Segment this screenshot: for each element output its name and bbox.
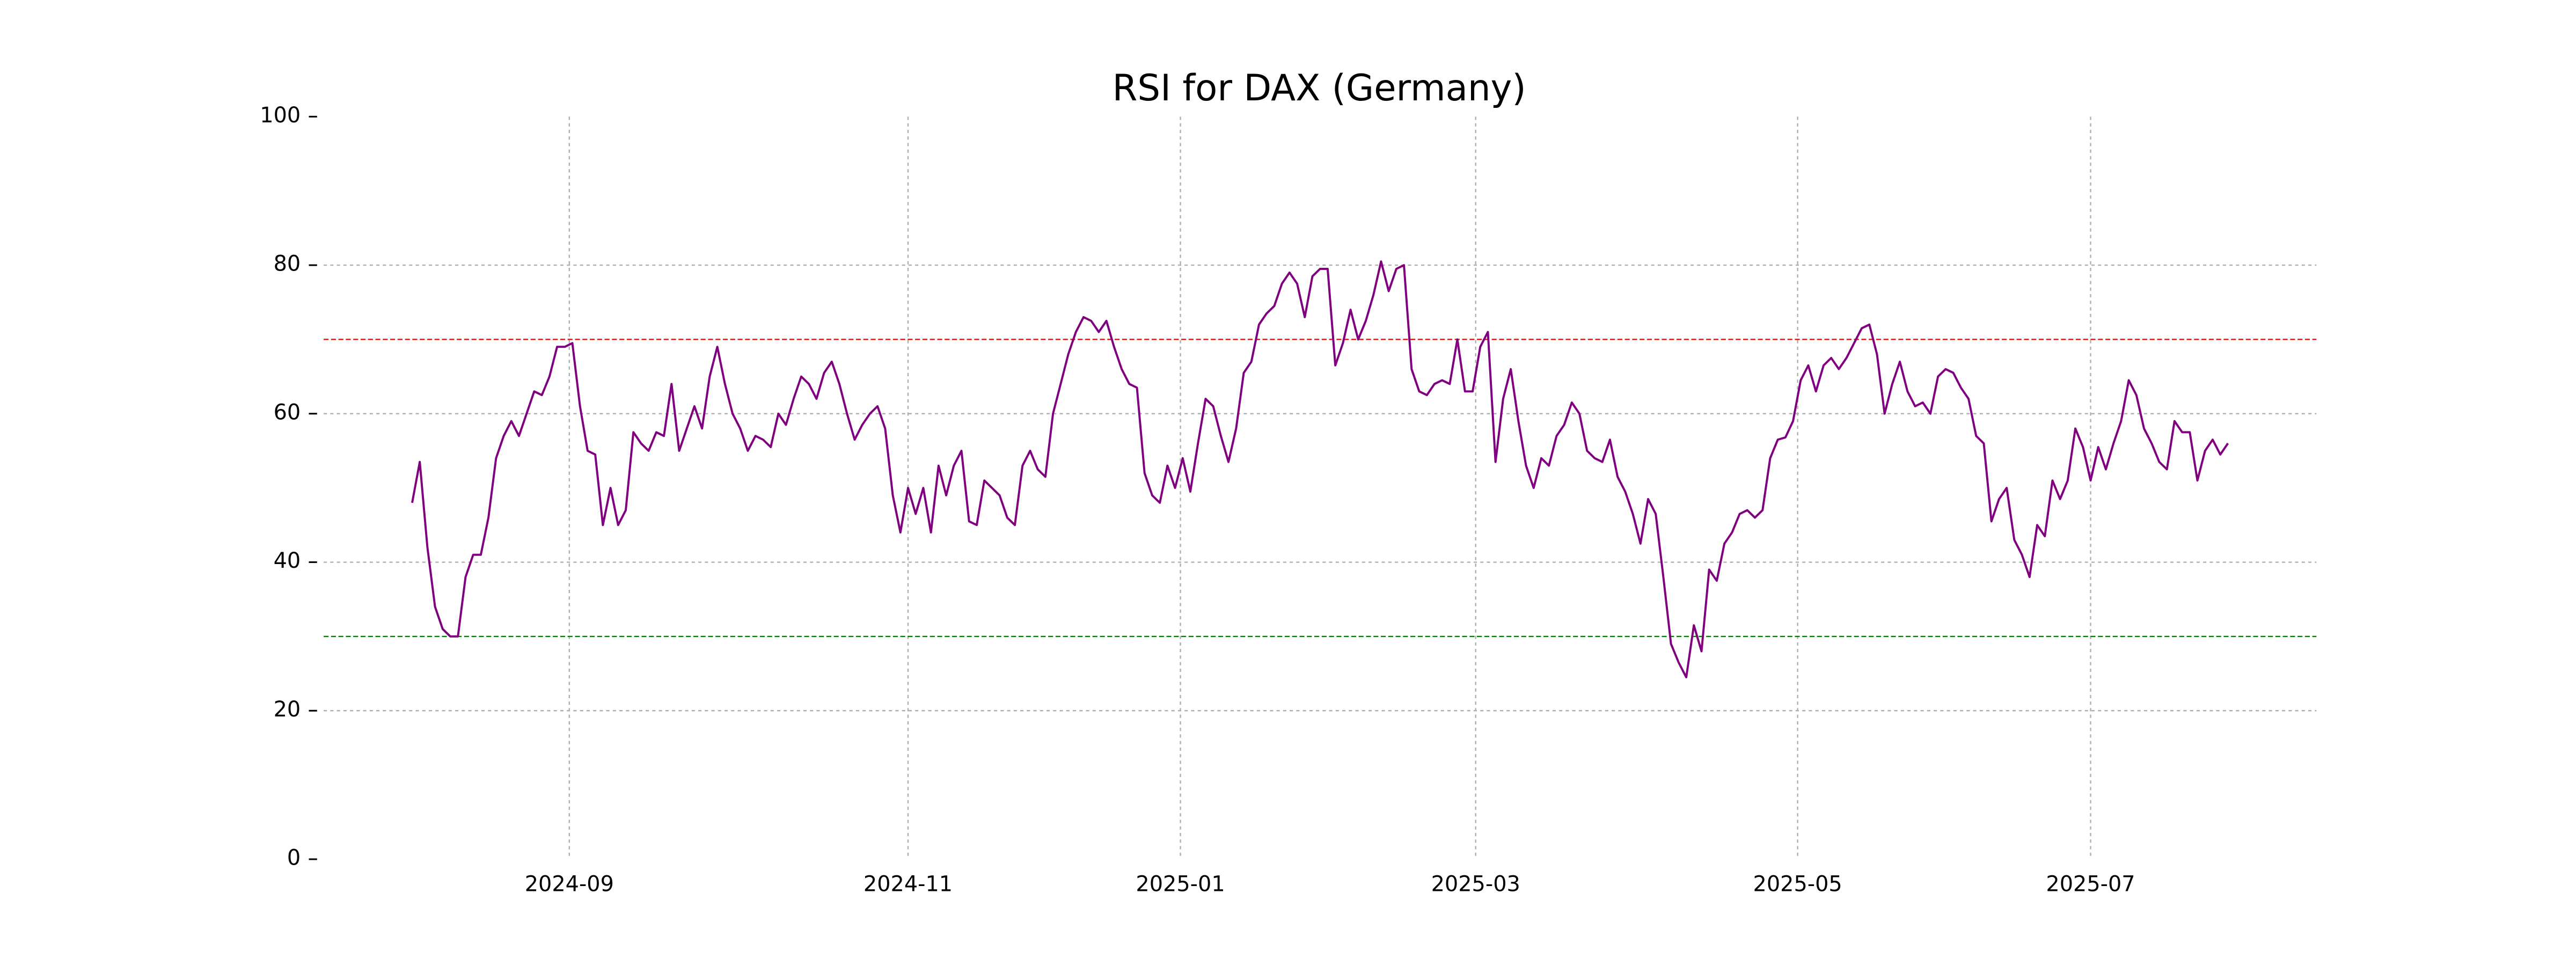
y-tick-label: 60 <box>274 400 301 425</box>
y-tick-label: 80 <box>274 252 301 276</box>
rsi-line <box>411 260 2229 679</box>
x-tick-label: 2025-01 <box>1136 872 1225 897</box>
x-tick-label: 2024-09 <box>525 872 614 897</box>
x-tick-label: 2024-11 <box>863 872 953 897</box>
x-tick-label: 2025-05 <box>1753 872 1842 897</box>
y-tick-label: 40 <box>274 548 301 573</box>
x-tick-label: 2025-07 <box>2046 872 2135 897</box>
chart-title: RSI for DAX (Germany) <box>1113 67 1526 109</box>
y-tick-label: 20 <box>274 697 301 722</box>
y-tick-label: 100 <box>260 103 301 128</box>
y-tick-label: 0 <box>287 846 301 870</box>
x-tick-label: 2025-03 <box>1431 872 1520 897</box>
